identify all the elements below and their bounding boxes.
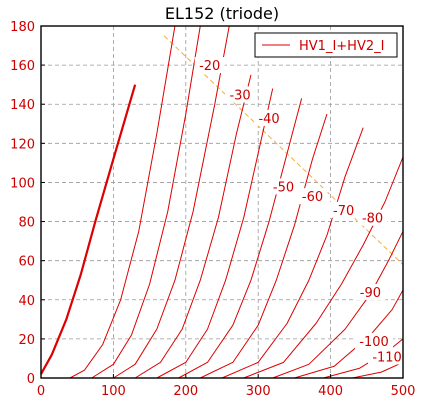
curve-label: -80: [362, 212, 383, 227]
load-line: [163, 35, 404, 265]
curve-line-minus30: [91, 25, 201, 379]
curve-label: -110: [372, 350, 402, 365]
curve-label: -40: [258, 112, 279, 127]
curve-line-minus80: [200, 113, 328, 379]
x-tick-label: 0: [37, 384, 45, 399]
x-tick-label: 500: [391, 384, 416, 399]
curve-label: -100: [359, 335, 389, 350]
curve-line-minus60: [156, 88, 274, 379]
curve-label-bg: [225, 86, 256, 103]
x-tick-label: 100: [101, 384, 126, 399]
curve-label-bg: [194, 57, 225, 74]
curve-line-minus90: [221, 127, 364, 379]
curve-label-bg: [355, 283, 386, 300]
curve-line: [40, 84, 137, 375]
curve-label-bg: [357, 209, 388, 226]
x-tick-label: 400: [318, 384, 343, 399]
curve-line: [243, 156, 404, 379]
curve-label-bg: [254, 109, 285, 126]
curve-line: [352, 361, 404, 379]
curve-label-bg: [268, 178, 299, 195]
legend-label: HV1_I+HV2_I: [299, 39, 384, 54]
curve-label: -70: [333, 204, 354, 219]
y-tick-label: 120: [10, 137, 35, 152]
curve-line-minus100: [272, 231, 404, 379]
y-tick-label: 40: [18, 294, 35, 309]
curve-line-minus50: [134, 74, 252, 379]
chart-title: EL152 (triode): [165, 4, 279, 23]
y-tick-label: 160: [10, 59, 35, 74]
curve-label: -50: [273, 180, 294, 195]
curve-label-bg: [368, 348, 407, 365]
curve-label: -20: [199, 59, 220, 74]
curve-line-minus40: [113, 25, 230, 379]
curve-label-bg: [355, 332, 394, 349]
plot-frame: [40, 25, 404, 379]
x-tick-label: 200: [173, 384, 198, 399]
x-tick-label: 300: [246, 384, 271, 399]
tick-labels: 0 100 200 300 400 500 0 20 40 60 80 100 120 140 160 180: [10, 20, 415, 399]
y-tick-label: 140: [10, 98, 35, 113]
curves: [40, 25, 404, 379]
y-tick-label: 20: [18, 333, 35, 348]
y-tick-label: 0: [27, 372, 35, 387]
y-tick-label: 180: [10, 20, 35, 35]
curve-label-bg: [328, 201, 359, 218]
curve-label: -60: [302, 190, 323, 205]
y-tick-label: 80: [18, 216, 35, 231]
legend: HV1_I+HV2_I: [254, 32, 398, 58]
curve-label: -90: [360, 286, 381, 301]
curve-label: -30: [229, 88, 250, 103]
y-tick-label: 100: [10, 176, 35, 191]
curve-line-minus70: [178, 98, 303, 379]
curve-labels: -20 -30 -40 -50 -60 -70 -80 -90 -100-110: [194, 57, 407, 365]
curve-line-minus20: [69, 25, 176, 379]
y-tick-label: 60: [18, 255, 35, 270]
curve-label-bg: [297, 188, 328, 205]
